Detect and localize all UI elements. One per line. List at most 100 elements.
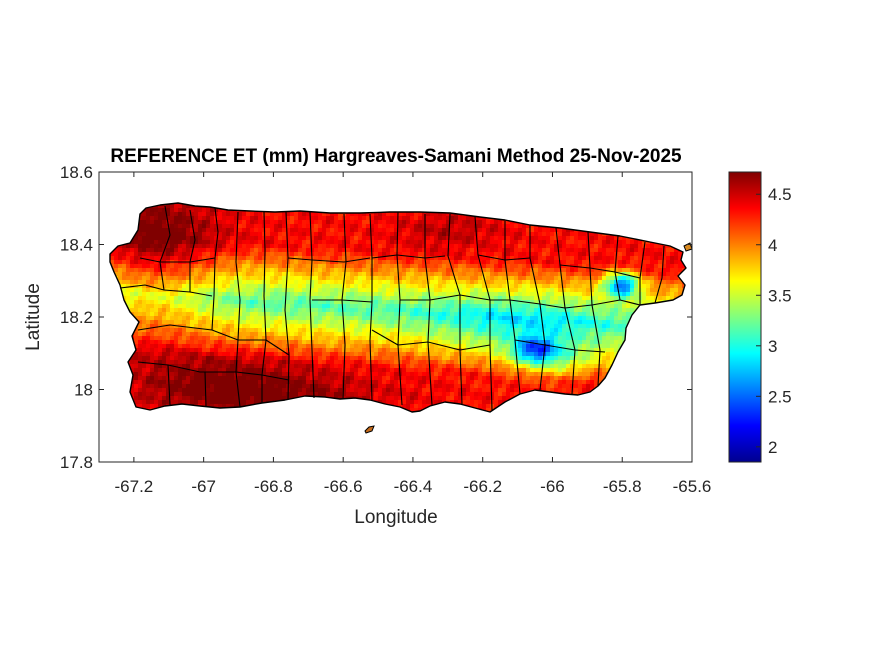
heat-cell (350, 300, 355, 305)
heat-cell (130, 308, 135, 313)
heat-cell (298, 236, 303, 241)
heat-cell (242, 332, 247, 337)
heat-cell (362, 256, 367, 261)
heat-cell (414, 332, 419, 337)
heat-cell (382, 236, 387, 241)
heat-cell (478, 216, 483, 221)
heat-cell (202, 236, 207, 241)
heat-cell (406, 244, 411, 249)
heat-cell (558, 252, 563, 257)
heat-cell (438, 320, 443, 325)
heat-cell (138, 248, 143, 253)
heat-cell (550, 284, 555, 289)
heat-cell (334, 232, 339, 237)
heat-cell (142, 316, 147, 321)
heat-cell (238, 224, 243, 229)
heat-cell (522, 244, 527, 249)
heat-cell (318, 248, 323, 253)
heat-cell (258, 292, 263, 297)
heat-cell (506, 276, 511, 281)
heat-cell (426, 224, 431, 229)
heat-cell (318, 212, 323, 217)
heat-cell (510, 276, 515, 281)
heat-cell (430, 232, 435, 237)
heat-cell (234, 272, 239, 277)
heat-cell (226, 280, 231, 285)
heat-cell (114, 272, 119, 277)
heat-cell (494, 248, 499, 253)
heat-cell (466, 296, 471, 301)
heat-cell (142, 312, 147, 317)
heat-cell (342, 292, 347, 297)
heat-cell (142, 240, 147, 245)
heat-cell (506, 332, 511, 337)
heat-cell (174, 284, 179, 289)
heat-cell (346, 240, 351, 245)
heat-cell (382, 216, 387, 221)
heat-cell (162, 284, 167, 289)
heat-cell (198, 232, 203, 237)
heat-cell (550, 328, 555, 333)
heat-cell (330, 320, 335, 325)
heat-cell (206, 224, 211, 229)
heat-cell (162, 228, 167, 233)
heat-cell (218, 288, 223, 293)
heat-cell (658, 264, 663, 269)
heat-cell (402, 216, 407, 221)
heat-cell (126, 280, 131, 285)
heat-cell (606, 252, 611, 257)
heat-cell (218, 228, 223, 233)
heat-cell (394, 260, 399, 265)
heat-cell (258, 264, 263, 269)
heat-cell (214, 320, 219, 325)
heat-cell (650, 252, 655, 257)
heat-cell (422, 292, 427, 297)
heat-cell (598, 244, 603, 249)
heat-cell (246, 284, 251, 289)
heat-cell (630, 244, 635, 249)
heat-cell (478, 332, 483, 337)
heat-cell (446, 284, 451, 289)
heat-cell (390, 240, 395, 245)
heat-cell (126, 268, 131, 273)
heat-cell (606, 280, 611, 285)
heat-cell (306, 216, 311, 221)
heat-cell (234, 332, 239, 337)
heat-cell (386, 268, 391, 273)
heat-cell (206, 256, 211, 261)
heat-cell (282, 228, 287, 233)
heat-cell (358, 252, 363, 257)
heat-cell (158, 312, 163, 317)
heat-cell (534, 292, 539, 297)
heat-cell (182, 224, 187, 229)
heat-cell (494, 328, 499, 333)
heat-cell (218, 208, 223, 213)
heat-cell (422, 332, 427, 337)
heat-cell (606, 304, 611, 309)
heat-cell (242, 216, 247, 221)
heat-cell (358, 300, 363, 305)
heat-cell (234, 276, 239, 281)
heat-cell (474, 312, 479, 317)
heat-cell (366, 284, 371, 289)
heat-cell (466, 268, 471, 273)
heat-cell (490, 244, 495, 249)
heat-cell (414, 256, 419, 261)
heat-cell (670, 248, 675, 253)
heat-cell (534, 276, 539, 281)
heat-cell (142, 332, 147, 337)
heat-cell (558, 308, 563, 313)
heat-cell (338, 312, 343, 317)
heat-cell (302, 332, 307, 337)
heat-cell (298, 316, 303, 321)
heat-cell (294, 324, 299, 329)
heat-cell (550, 248, 555, 253)
heat-cell (590, 320, 595, 325)
heat-cell (570, 292, 575, 297)
heat-cell (282, 224, 287, 229)
heat-cell (550, 312, 555, 317)
heat-cell (270, 228, 275, 233)
heat-cell (290, 320, 295, 325)
heat-cell (650, 276, 655, 281)
heat-cell (326, 228, 331, 233)
